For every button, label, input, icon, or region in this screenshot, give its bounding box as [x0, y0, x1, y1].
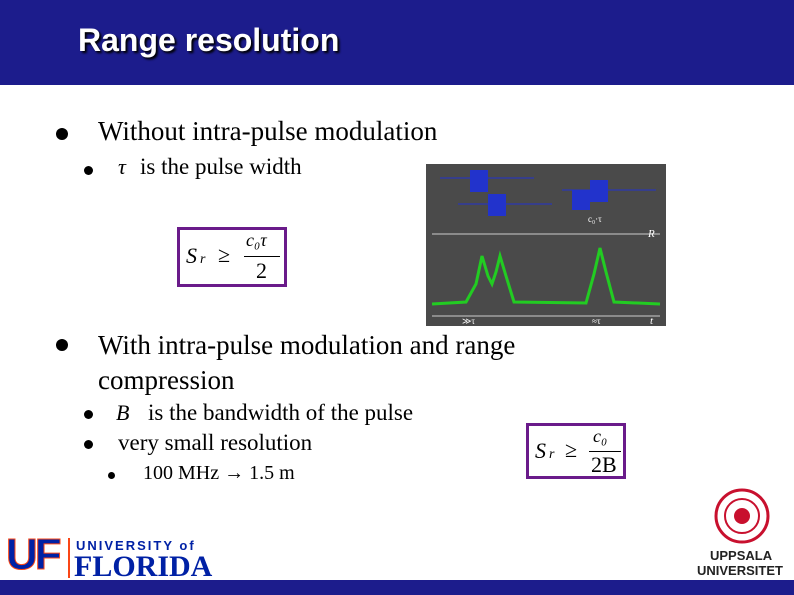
pulse: [590, 180, 608, 202]
header-band: [0, 0, 794, 85]
gap-label: ≫τ: [462, 316, 475, 326]
axis-label: t: [650, 315, 654, 326]
bullet-text: Without intra-pulse modulation: [98, 116, 438, 146]
formula-box: S r ≥ c₀τ 2: [177, 227, 287, 287]
pulse: [572, 190, 590, 210]
symbol: τ: [118, 154, 126, 179]
formula-lhs: S: [186, 243, 197, 268]
bullet: [84, 410, 93, 419]
bullet: [56, 128, 68, 140]
logo-text: FLORIDA: [74, 550, 213, 583]
logo-text: UNIVERSITY of: [76, 538, 196, 553]
formula-num: c₀τ: [246, 230, 267, 250]
pulse: [488, 194, 506, 216]
bullet-text: With intra-pulse modulation and range co…: [98, 330, 516, 395]
pulse: [470, 170, 488, 192]
bullet: [56, 339, 68, 351]
bullet-text: is the bandwidth of the pulse: [148, 400, 414, 425]
bullet: [84, 440, 93, 449]
bullet-text: 100 MHz → 1.5 m: [143, 462, 295, 484]
bullet: [108, 472, 115, 479]
formula-den: 2: [256, 258, 267, 283]
formula-box: S r ≥ c₀ 2B: [526, 423, 626, 479]
symbol: B: [116, 400, 130, 425]
spacing-label: c₀·τ: [588, 214, 602, 224]
formula-rel: ≥: [218, 242, 231, 267]
fraction-bar: [244, 256, 280, 257]
axis-label: R: [647, 228, 655, 240]
divider: [68, 538, 70, 578]
footer-band: [0, 580, 794, 595]
uppsala-seal: [714, 488, 770, 544]
formula-sub: r: [200, 252, 206, 267]
bullet-text: is the pulse width: [140, 154, 302, 179]
formula-lhs: S: [535, 438, 546, 463]
formula-rel: ≥: [565, 437, 578, 462]
fraction-bar: [589, 451, 621, 452]
logo-text: UNIVERSITET: [697, 563, 783, 578]
formula-sub: r: [549, 447, 555, 462]
title: Range resolution: [78, 22, 340, 58]
bullet: [84, 166, 93, 175]
pulse-figure: R t c₀·τ ≫τ ≈τ: [426, 164, 666, 326]
formula-num: c₀: [593, 426, 608, 446]
uf-mark: UF: [6, 530, 63, 580]
formula-den: 2B: [591, 452, 617, 477]
bullet-text: very small resolution: [118, 430, 313, 455]
logo-text: UPPSALA: [710, 548, 773, 563]
trace: [431, 247, 661, 306]
gap-label: ≈τ: [592, 316, 601, 326]
